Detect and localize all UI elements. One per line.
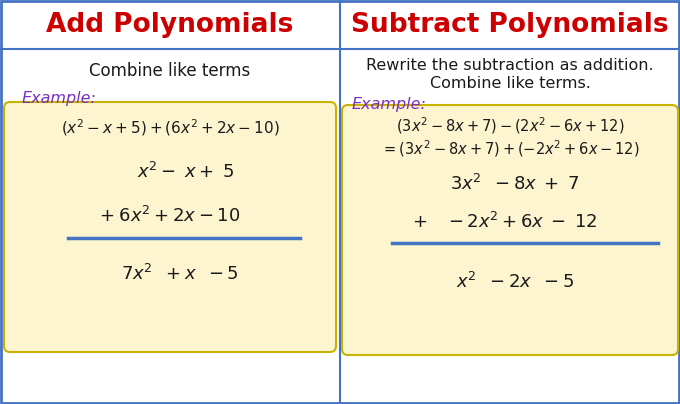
Text: Add Polynomials: Add Polynomials	[46, 12, 294, 38]
Text: $7x^2\;\;+x\;\;-5$: $7x^2\;\;+x\;\;-5$	[121, 264, 239, 284]
Text: $3x^2\;\;-8x\;+\;7$: $3x^2\;\;-8x\;+\;7$	[450, 174, 579, 194]
Text: $x^2\;\;-2x\;\;-5$: $x^2\;\;-2x\;\;-5$	[456, 272, 574, 292]
FancyBboxPatch shape	[342, 105, 678, 355]
Text: $=(3x^2-8x+7)+(-2x^2+6x-12)$: $=(3x^2-8x+7)+(-2x^2+6x-12)$	[381, 139, 639, 159]
Text: Rewrite the subtraction as addition.: Rewrite the subtraction as addition.	[367, 59, 653, 74]
Text: Combine like terms.: Combine like terms.	[430, 76, 590, 91]
Text: $(x^2-x+5)+(6x^2+2x-10)$: $(x^2-x+5)+(6x^2+2x-10)$	[61, 118, 279, 138]
Text: Example:: Example:	[352, 97, 427, 112]
Text: Subtract Polynomials: Subtract Polynomials	[351, 12, 669, 38]
Text: $+\quad-2x^2+6x\;-\;12$: $+\quad-2x^2+6x\;-\;12$	[412, 212, 598, 232]
FancyBboxPatch shape	[4, 102, 336, 352]
Text: Example:: Example:	[22, 91, 97, 107]
Text: $x^2-\;x+\;5$: $x^2-\;x+\;5$	[137, 162, 233, 182]
Text: $+\;6x^2+2x-10$: $+\;6x^2+2x-10$	[99, 206, 241, 226]
Text: Combine like terms: Combine like terms	[89, 62, 251, 80]
Text: $(3x^2-8x+7)-(2x^2-6x+12)$: $(3x^2-8x+7)-(2x^2-6x+12)$	[396, 116, 624, 137]
